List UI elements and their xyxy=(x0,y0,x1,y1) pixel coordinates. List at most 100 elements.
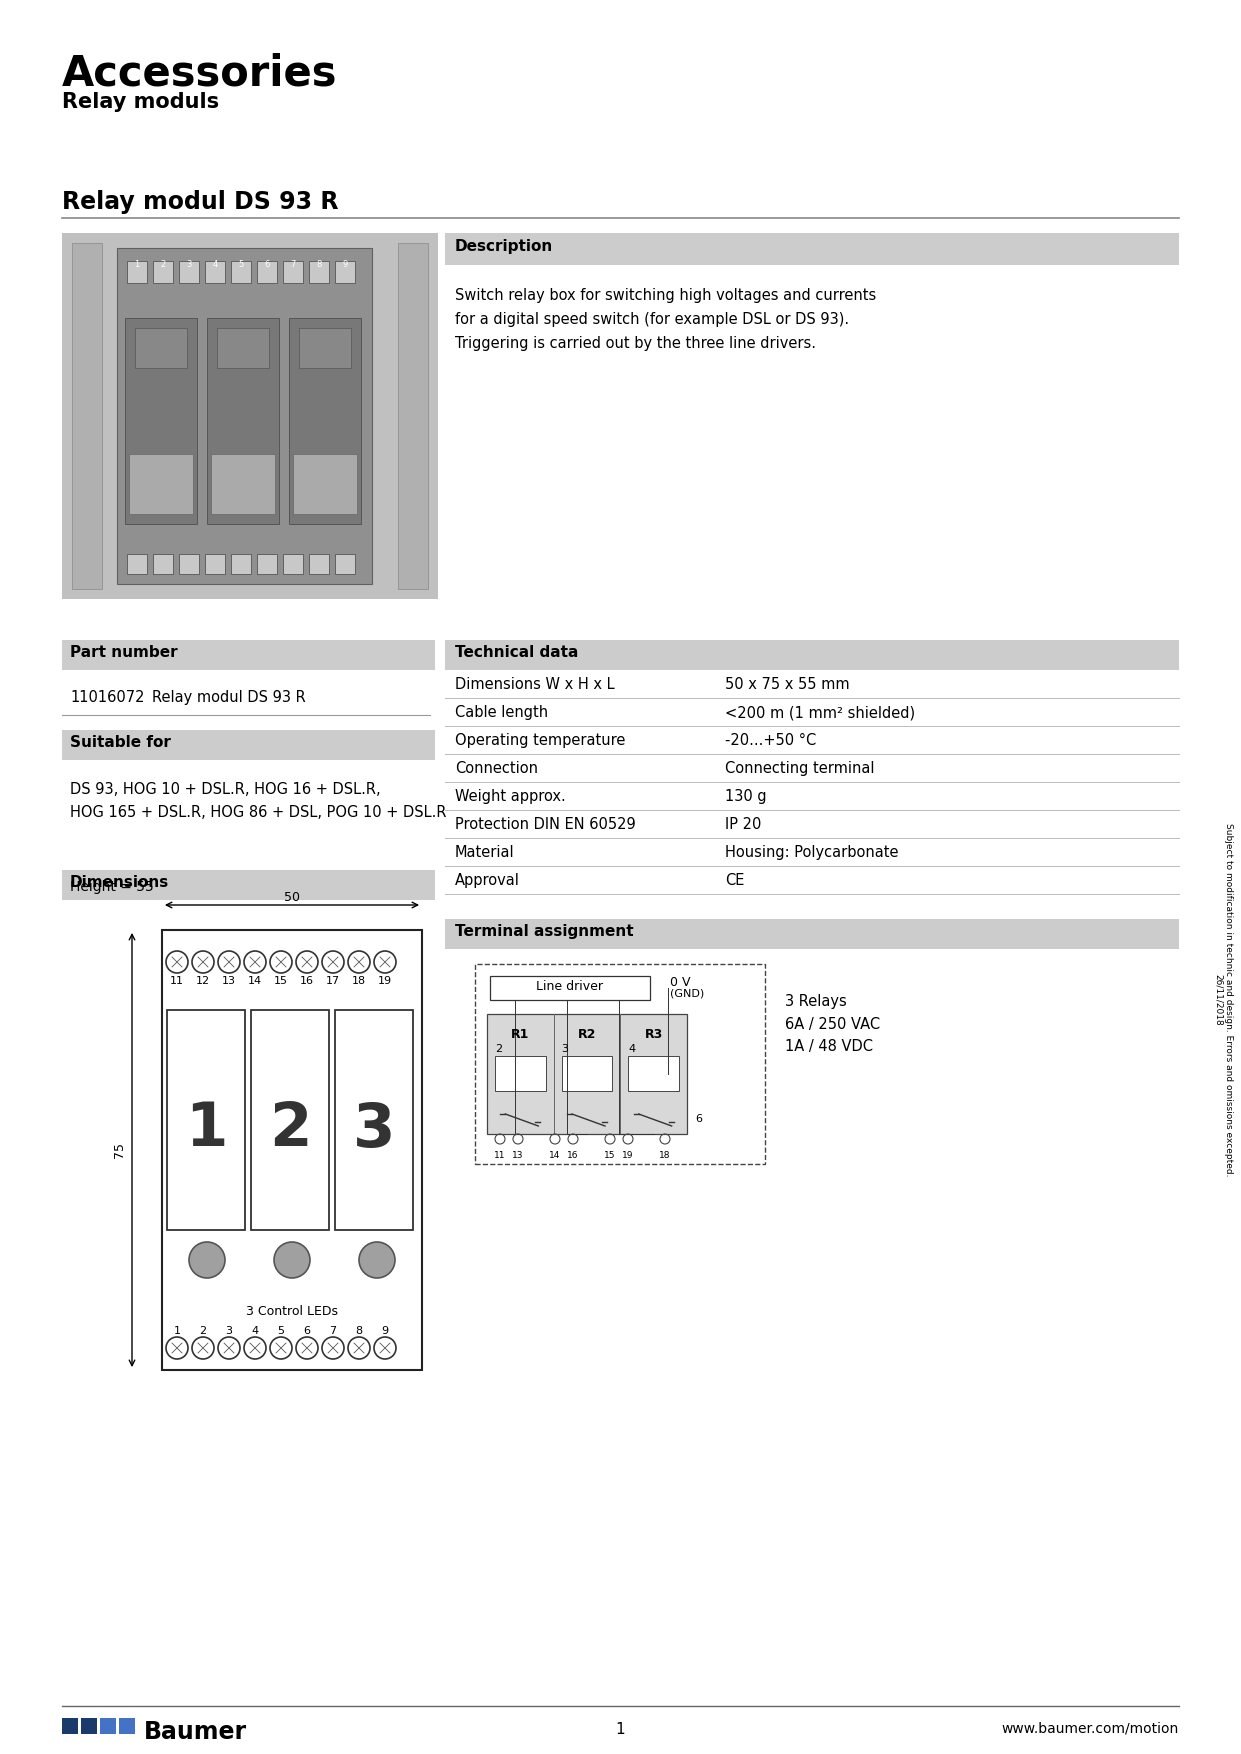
Text: 15: 15 xyxy=(604,1151,616,1159)
Bar xyxy=(299,328,351,368)
Text: 0 V: 0 V xyxy=(670,975,690,989)
Text: 15: 15 xyxy=(274,975,288,986)
Bar xyxy=(205,554,225,574)
Text: Part number: Part number xyxy=(69,645,177,660)
Text: 18: 18 xyxy=(659,1151,670,1159)
Bar xyxy=(72,244,102,589)
Text: 11016072: 11016072 xyxy=(69,689,144,705)
Bar xyxy=(62,233,438,600)
Circle shape xyxy=(189,1242,225,1279)
Text: 7: 7 xyxy=(329,1326,336,1337)
Text: 9: 9 xyxy=(343,260,347,268)
Bar xyxy=(231,554,251,574)
Text: 8: 8 xyxy=(316,260,321,268)
Text: <200 m (1 mm² shielded): <200 m (1 mm² shielded) xyxy=(725,705,915,719)
Bar xyxy=(101,1717,115,1735)
Text: 8: 8 xyxy=(355,1326,362,1337)
Text: 11: 11 xyxy=(170,975,184,986)
Text: 17: 17 xyxy=(326,975,340,986)
Bar xyxy=(119,1717,135,1735)
Text: Relay modul DS 93 R: Relay modul DS 93 R xyxy=(62,189,339,214)
Bar xyxy=(127,261,146,282)
Bar xyxy=(490,975,650,1000)
Bar xyxy=(163,930,422,1370)
Text: R2: R2 xyxy=(578,1028,596,1042)
Text: 1: 1 xyxy=(134,260,140,268)
Text: Height = 55: Height = 55 xyxy=(69,881,154,895)
Text: 4: 4 xyxy=(628,1044,635,1054)
Bar xyxy=(251,1010,329,1230)
Text: 1: 1 xyxy=(616,1722,624,1736)
Text: 5: 5 xyxy=(238,260,243,268)
Text: Switch relay box for switching high voltages and currents
for a digital speed sw: Switch relay box for switching high volt… xyxy=(455,288,876,351)
Bar xyxy=(335,554,355,574)
Text: Suitable for: Suitable for xyxy=(69,735,171,751)
Text: Material: Material xyxy=(455,845,515,859)
Bar xyxy=(125,317,197,524)
Circle shape xyxy=(359,1242,395,1279)
Text: Housing: Polycarbonate: Housing: Polycarbonate xyxy=(725,845,898,859)
Bar xyxy=(257,554,277,574)
Text: Connecting terminal: Connecting terminal xyxy=(725,761,875,775)
Text: 11: 11 xyxy=(494,1151,506,1159)
Bar xyxy=(475,965,764,1165)
Bar xyxy=(217,328,269,368)
Bar xyxy=(309,261,329,282)
Text: Approval: Approval xyxy=(455,873,520,888)
Bar xyxy=(129,454,194,514)
Text: -20...+50 °C: -20...+50 °C xyxy=(725,733,817,747)
Bar xyxy=(446,640,1179,670)
Text: 3 Relays: 3 Relays xyxy=(786,995,846,1009)
Text: Dimensions W x H x L: Dimensions W x H x L xyxy=(455,677,614,693)
Bar xyxy=(335,1010,413,1230)
Bar xyxy=(293,454,357,514)
Text: 4: 4 xyxy=(252,1326,258,1337)
Text: CE: CE xyxy=(725,873,745,888)
Text: 6: 6 xyxy=(264,260,269,268)
Bar xyxy=(446,919,1179,949)
Text: www.baumer.com/motion: www.baumer.com/motion xyxy=(1001,1722,1179,1736)
Bar xyxy=(398,244,428,589)
Text: 6: 6 xyxy=(304,1326,310,1337)
Bar xyxy=(562,1056,612,1091)
Text: Subject to modification in technic and design. Errors and omissions excepted.: Subject to modification in technic and d… xyxy=(1224,823,1232,1177)
Text: 19: 19 xyxy=(622,1151,634,1159)
Bar xyxy=(495,1056,546,1091)
Bar xyxy=(211,454,276,514)
Bar xyxy=(62,730,436,759)
Text: Operating temperature: Operating temperature xyxy=(455,733,625,747)
Text: 3: 3 xyxy=(352,1100,395,1159)
Bar xyxy=(309,554,329,574)
Bar xyxy=(62,640,436,670)
Bar xyxy=(335,261,355,282)
Bar xyxy=(207,317,279,524)
Text: 130 g: 130 g xyxy=(725,789,767,803)
Text: 2: 2 xyxy=(269,1100,311,1159)
Text: 1: 1 xyxy=(174,1326,180,1337)
Bar xyxy=(117,247,372,584)
Bar xyxy=(446,233,1179,265)
Text: Description: Description xyxy=(455,239,553,254)
Text: 13: 13 xyxy=(222,975,236,986)
Bar xyxy=(153,554,172,574)
Text: Accessories: Accessories xyxy=(62,53,338,95)
Bar xyxy=(62,1717,78,1735)
Text: 26/11/2018: 26/11/2018 xyxy=(1214,973,1222,1026)
Text: 1A / 48 VDC: 1A / 48 VDC xyxy=(786,1038,872,1054)
Text: 7: 7 xyxy=(290,260,295,268)
Bar xyxy=(168,1010,244,1230)
Text: R3: R3 xyxy=(644,1028,663,1042)
Text: 1: 1 xyxy=(185,1100,227,1159)
Bar xyxy=(127,554,146,574)
Text: 50: 50 xyxy=(284,891,300,903)
Bar xyxy=(231,261,251,282)
Text: 3: 3 xyxy=(186,260,191,268)
Bar xyxy=(153,261,172,282)
Text: Relay modul DS 93 R: Relay modul DS 93 R xyxy=(151,689,305,705)
Text: Technical data: Technical data xyxy=(455,645,578,660)
Text: Line driver: Line driver xyxy=(536,980,603,993)
Text: 16: 16 xyxy=(300,975,314,986)
Bar xyxy=(205,261,225,282)
Text: Weight approx.: Weight approx. xyxy=(455,789,566,803)
Bar xyxy=(283,554,303,574)
